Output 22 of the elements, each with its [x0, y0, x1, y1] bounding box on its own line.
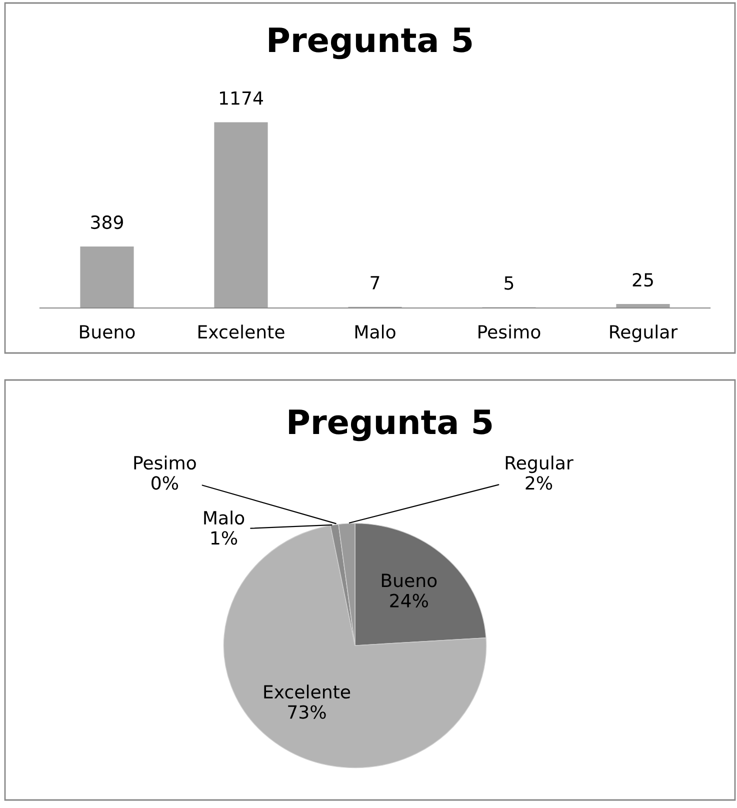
slice-label: Excelente: [264, 684, 350, 699]
data-label: 1%: [211, 531, 238, 545]
x-tick-label: Malo: [355, 324, 396, 339]
data-label: 389: [91, 215, 123, 230]
data-label: 7: [370, 276, 380, 290]
data-label: 24%: [390, 594, 428, 608]
x-tick-label: Bueno: [80, 325, 135, 339]
data-label: 25: [632, 273, 653, 287]
x-tick-label: Pesimo: [478, 324, 540, 339]
data-label: 2%: [526, 476, 552, 490]
category-label: Pesimo: [134, 456, 196, 470]
text: 0%: [152, 476, 178, 490]
x-tick-label: Excelente: [198, 324, 284, 339]
data-label: 1174: [220, 91, 263, 105]
chart-title: Pregunta 5: [289, 410, 492, 442]
x-tick-label: Regular: [610, 324, 678, 342]
chart-title: Pregunta 5: [269, 28, 472, 60]
slice-label: Malo: [204, 510, 244, 525]
data-label: 5: [504, 276, 514, 290]
slice-label: Regular: [506, 456, 574, 474]
data-label: 73%: [288, 705, 326, 719]
slice-label: Bueno: [382, 574, 437, 588]
